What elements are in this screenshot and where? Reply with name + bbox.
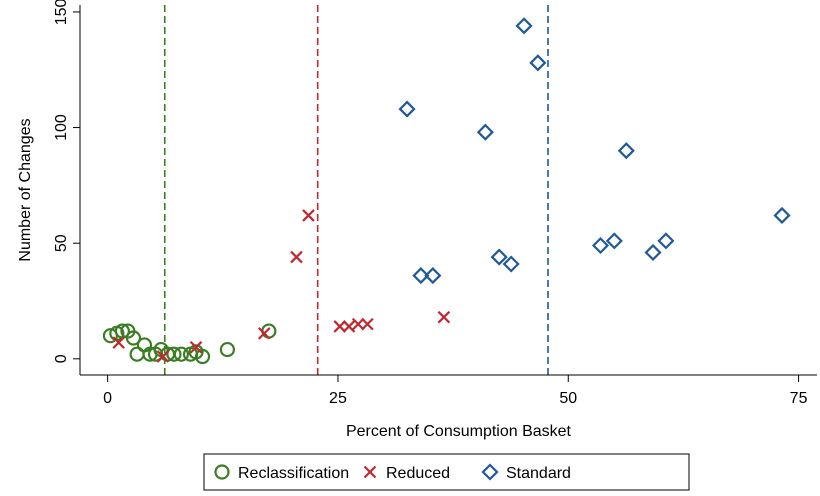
data-point [490, 248, 508, 266]
reference-lines [163, 5, 549, 375]
data-point [302, 209, 315, 222]
series-reclassification [102, 323, 277, 365]
data-point [412, 267, 430, 285]
data-point [194, 348, 211, 365]
y-axis-title: Number of Changes [17, 118, 34, 261]
legend-label: Reduced [386, 465, 450, 482]
data-point [333, 320, 347, 333]
data-point [502, 255, 520, 273]
data-point [529, 54, 547, 72]
y-tick-label: 100 [53, 114, 70, 141]
x-tick-label: 0 [103, 390, 112, 407]
axes: 0 25 50 75 0 50 100 150 [53, 0, 817, 407]
data-marks [102, 17, 791, 365]
legend-label: Reclassification [238, 465, 349, 482]
data-point [189, 340, 203, 354]
data-point [257, 327, 271, 340]
data-point [219, 341, 235, 358]
data-point [398, 100, 416, 118]
data-point [773, 206, 791, 224]
data-point [351, 317, 365, 331]
x-tick-label: 25 [329, 390, 347, 407]
series-reduced [112, 209, 451, 363]
data-point [644, 243, 662, 261]
data-point [437, 310, 451, 324]
data-point [515, 17, 533, 35]
legend-box [203, 453, 690, 491]
data-point [112, 336, 125, 349]
legend-marker [481, 463, 499, 481]
data-point [657, 232, 675, 250]
data-point [605, 232, 623, 250]
data-point [591, 236, 610, 255]
legend-marker [214, 464, 230, 480]
data-point [290, 250, 303, 264]
x-tick-label: 50 [559, 390, 577, 407]
legend-label: Standard [506, 465, 571, 482]
data-point [166, 346, 182, 362]
data-point [476, 123, 494, 141]
data-point [261, 323, 277, 339]
y-tick-label: 0 [53, 354, 70, 363]
y-tick-label: 150 [53, 0, 70, 25]
data-point [342, 320, 356, 333]
series-standard [398, 17, 791, 285]
legend-marker [363, 465, 377, 479]
data-point [361, 317, 374, 331]
data-point [125, 330, 142, 346]
legend: Reclassification Reduced Standard [203, 453, 690, 491]
data-point [173, 346, 189, 362]
x-tick-label: 75 [790, 390, 808, 407]
y-tick-label: 50 [53, 234, 70, 252]
data-point [156, 350, 170, 363]
data-point [617, 142, 635, 160]
data-point [424, 267, 442, 285]
x-axis-title: Percent of Consumption Basket [346, 423, 572, 440]
